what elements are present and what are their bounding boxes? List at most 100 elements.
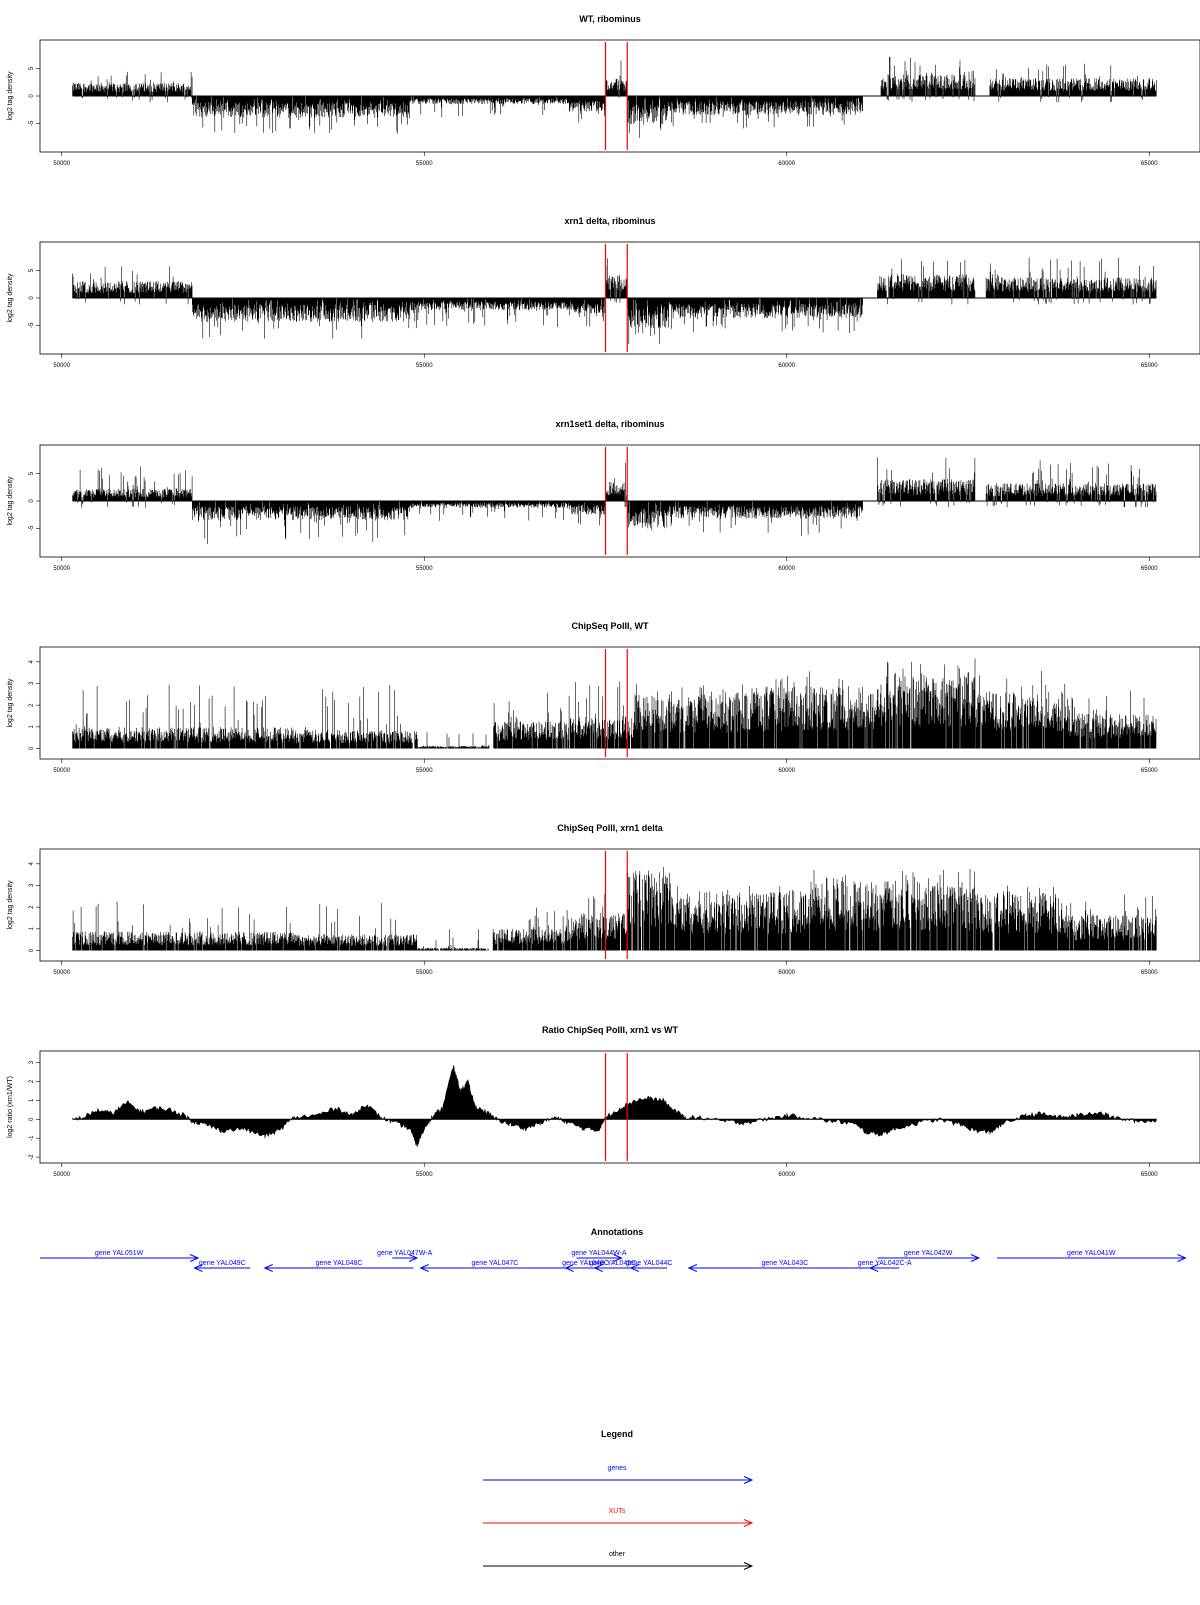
plot-frame bbox=[39, 646, 1200, 760]
gene-label: gene YAL051W bbox=[95, 1250, 144, 1257]
x-axis: 50000 55000 60000 65000 bbox=[53, 557, 1158, 572]
xut-markers bbox=[604, 851, 628, 959]
y-tick-label: 2 bbox=[29, 703, 35, 707]
x-tick-label: 50000 bbox=[53, 363, 70, 369]
x-tick-label: 60000 bbox=[778, 1172, 795, 1178]
x-tick-label: 55000 bbox=[416, 161, 433, 167]
xut-markers bbox=[604, 447, 628, 555]
legend: Legend genes XUTs other bbox=[483, 1429, 754, 1570]
y-tick-label: -5 bbox=[29, 322, 35, 328]
gene-arrow: gene YAL043C bbox=[687, 1260, 881, 1272]
x-tick-label: 60000 bbox=[778, 363, 795, 369]
y-tick-label: 5 bbox=[29, 268, 35, 272]
signal-bars bbox=[72, 257, 1157, 344]
gene-arrow-head bbox=[564, 1264, 574, 1272]
gene-label: gene YAL046C bbox=[562, 1260, 609, 1267]
gene-label: gene YAL042W bbox=[904, 1250, 953, 1257]
panel-title: WT, ribominus bbox=[579, 14, 641, 24]
x-tick-label: 60000 bbox=[778, 161, 795, 167]
legend-item-label: other bbox=[609, 1551, 626, 1558]
y-axis: 0 1 2 3 4 bbox=[29, 862, 40, 952]
panel-chipseq-wt: ChipSeq PolII, WT log2 tag density 0 1 2 3 4… bbox=[7, 621, 1200, 774]
gene-arrow-head bbox=[868, 1264, 879, 1272]
y-tick-label: 5 bbox=[29, 471, 35, 475]
xut-markers bbox=[604, 244, 628, 352]
x-tick-label: 65000 bbox=[1141, 161, 1158, 167]
gene-label: gene YAL043C bbox=[762, 1260, 809, 1267]
gene-label: gene YAL044W-A bbox=[571, 1250, 627, 1257]
y-tick-label: -5 bbox=[29, 120, 35, 126]
y-tick-label: 5 bbox=[29, 66, 35, 70]
xut-markers bbox=[604, 1053, 628, 1161]
y-tick-label: 1 bbox=[29, 927, 35, 931]
y-axis-label: log2 tag density bbox=[7, 678, 14, 728]
panel-xrn1-ribominus: xrn1 delta, ribominus log2 tag density -… bbox=[7, 216, 1200, 369]
panel-title: ChipSeq PolII, WT bbox=[572, 621, 649, 631]
x-axis: 50000 55000 60000 65000 bbox=[53, 759, 1158, 774]
gene-arrow: gene YAL044W-A bbox=[571, 1250, 627, 1262]
legend-item-label: genes bbox=[607, 1465, 627, 1472]
plot-frame bbox=[39, 848, 1200, 962]
gene-arrow-head bbox=[613, 1254, 623, 1262]
y-tick-label: 3 bbox=[29, 883, 35, 887]
x-tick-label: 55000 bbox=[416, 363, 433, 369]
y-axis-label: log2 tag density bbox=[7, 71, 14, 121]
gene-arrow-head bbox=[189, 1254, 200, 1262]
x-tick-label: 50000 bbox=[53, 970, 70, 976]
gene-arrow-head bbox=[263, 1264, 273, 1272]
y-tick-label: -1 bbox=[29, 1135, 35, 1141]
panel-ratio: Ratio ChipSeq PolII, xrn1 vs WT log2 rat… bbox=[7, 1025, 1200, 1178]
y-tick-label: 1 bbox=[29, 1098, 35, 1102]
y-axis-label: log2 tag density bbox=[7, 476, 14, 526]
gene-arrows: gene YAL051W gene YAL049C gene YAL048C gene… bbox=[40, 1250, 1187, 1272]
gene-arrow-head bbox=[408, 1254, 419, 1262]
legend-item: genes bbox=[483, 1465, 754, 1484]
y-tick-label: 1 bbox=[29, 725, 35, 729]
x-tick-label: 65000 bbox=[1141, 1172, 1158, 1178]
y-axis: -5 0 5 bbox=[29, 66, 40, 126]
gene-label: gene YAL047C bbox=[472, 1260, 519, 1267]
y-tick-label: 0 bbox=[29, 948, 35, 952]
x-tick-label: 60000 bbox=[778, 768, 795, 774]
signal-bar-trace bbox=[72, 257, 1157, 344]
gene-arrow-head bbox=[1177, 1254, 1187, 1262]
legend-item-arrow-head bbox=[743, 1562, 754, 1570]
gene-arrow-head bbox=[629, 1264, 640, 1272]
y-tick-label: 0 bbox=[29, 499, 35, 503]
panel-wt-ribominus: WT, ribominus log2 tag density -5 0 5 5000… bbox=[7, 14, 1200, 167]
gene-label: gene YAL045C bbox=[589, 1260, 636, 1267]
plot-frame bbox=[39, 1050, 1200, 1164]
x-tick-label: 65000 bbox=[1141, 768, 1158, 774]
y-tick-label: 0 bbox=[29, 1117, 35, 1121]
y-tick-label: 4 bbox=[29, 862, 35, 866]
y-tick-label: 2 bbox=[29, 905, 35, 909]
legend-items: genes XUTs other bbox=[483, 1465, 754, 1570]
gene-label: gene YAL049C bbox=[199, 1260, 246, 1267]
annotations-title: Annotations bbox=[591, 1227, 644, 1237]
y-axis-label: log2 tag density bbox=[7, 273, 14, 323]
legend-title: Legend bbox=[601, 1429, 633, 1439]
gene-arrow: gene YAL048C bbox=[263, 1260, 414, 1272]
x-tick-label: 60000 bbox=[778, 970, 795, 976]
ratio-area-fill bbox=[72, 1064, 1157, 1147]
gene-arrow: gene YAL044C bbox=[626, 1260, 673, 1272]
gene-arrow-head bbox=[193, 1264, 203, 1272]
gene-arrow: gene YAL045C bbox=[589, 1260, 636, 1272]
x-tick-label: 60000 bbox=[778, 566, 795, 572]
gene-arrow: gene YAL041W bbox=[997, 1250, 1187, 1262]
signal-bars bbox=[72, 867, 1157, 951]
x-axis: 50000 55000 60000 65000 bbox=[53, 961, 1158, 976]
y-axis: 0 1 2 3 4 bbox=[29, 660, 40, 750]
y-tick-label: 3 bbox=[29, 1060, 35, 1064]
y-tick-label: -5 bbox=[29, 525, 35, 531]
gene-label: gene YAL044C bbox=[626, 1260, 673, 1267]
gene-label: gene YAL042C-A bbox=[858, 1260, 912, 1267]
y-axis: -5 0 5 bbox=[29, 268, 40, 328]
gene-arrow-head bbox=[687, 1264, 698, 1272]
legend-item-label: XUTs bbox=[609, 1508, 626, 1515]
legend-item: XUTs bbox=[483, 1508, 754, 1527]
panel-title: xrn1 delta, ribominus bbox=[564, 216, 655, 226]
y-tick-label: 3 bbox=[29, 681, 35, 685]
x-axis: 50000 55000 60000 65000 bbox=[53, 152, 1158, 167]
